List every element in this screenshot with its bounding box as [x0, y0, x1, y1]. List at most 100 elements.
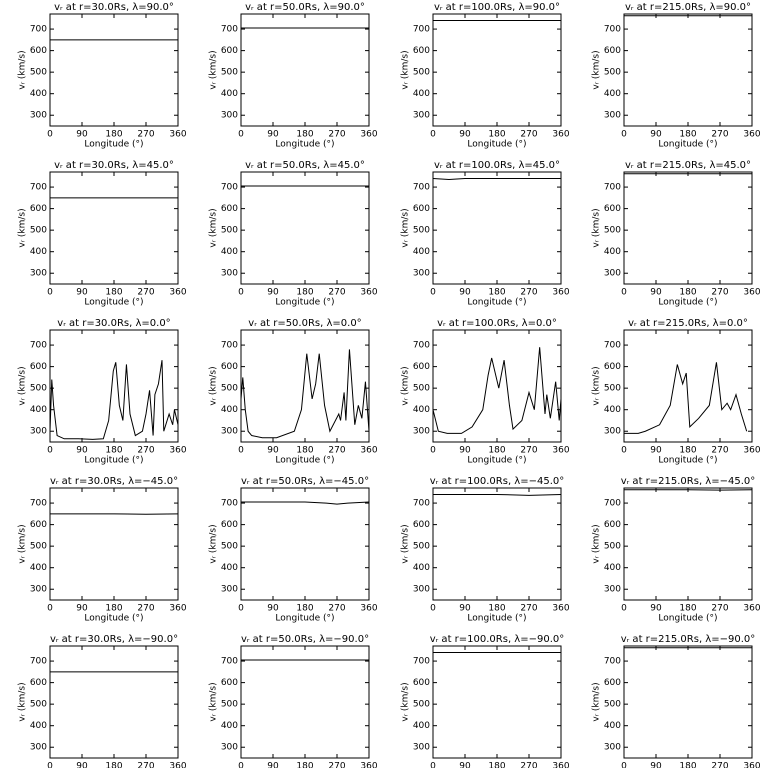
- y-axis-label: vᵣ (km/s): [401, 208, 411, 247]
- y-tick-label: 700: [30, 499, 47, 509]
- x-tick-label: 180: [679, 762, 696, 768]
- panel: vᵣ at r=215.0Rs, λ=90.0° 0 90 180 270 360 300 4…: [592, 2, 761, 150]
- y-axis-label: vᵣ (km/s): [18, 208, 28, 247]
- x-axis-label: Longitude (°): [658, 456, 717, 466]
- plot-area: [241, 501, 369, 505]
- panel: vᵣ at r=215.0Rs, λ=45.0° 0 90 180 270 360 300 4…: [592, 160, 761, 308]
- y-tick-label: 500: [221, 700, 238, 710]
- y-tick-label: 700: [30, 183, 47, 193]
- x-tick-label: 360: [360, 446, 377, 456]
- x-tick-label: 270: [520, 446, 537, 456]
- x-tick-label: 180: [296, 130, 313, 140]
- panel-title: vᵣ at r=50.0Rs, λ=90.0°: [245, 2, 365, 13]
- x-tick-label: 0: [621, 604, 627, 614]
- y-tick-label: 500: [413, 384, 430, 394]
- y-axis-label: vᵣ (km/s): [209, 366, 219, 405]
- panel-title: vᵣ at r=50.0Rs, λ=−90.0°: [241, 634, 369, 645]
- y-tick-label: 300: [221, 269, 238, 279]
- y-tick-label: 300: [413, 427, 430, 437]
- panel-title: vᵣ at r=30.0Rs, λ=−90.0°: [50, 634, 178, 645]
- panel: vᵣ at r=50.0Rs, λ=0.0° 0 90 180 270 360 300 400…: [209, 318, 378, 466]
- y-tick-label: 700: [413, 499, 430, 509]
- y-tick-label: 400: [221, 721, 238, 731]
- y-tick-label: 600: [221, 362, 238, 372]
- panel-title: vᵣ at r=30.0Rs, λ=−45.0°: [50, 476, 178, 487]
- y-tick-label: 400: [221, 247, 238, 257]
- y-tick-label: 300: [413, 743, 430, 753]
- x-tick-label: 180: [296, 446, 313, 456]
- x-tick-label: 90: [459, 130, 471, 140]
- panel-title: vᵣ at r=50.0Rs, λ=45.0°: [245, 160, 365, 171]
- data-line: [433, 347, 561, 434]
- y-tick-label: 700: [30, 341, 47, 351]
- x-axis-label: Longitude (°): [658, 298, 717, 308]
- y-axis-label: vᵣ (km/s): [401, 524, 411, 563]
- x-tick-label: 360: [552, 762, 569, 768]
- y-tick-label: 300: [604, 743, 621, 753]
- x-axis-label: Longitude (°): [84, 140, 143, 150]
- data-line: [433, 493, 561, 496]
- y-tick-label: 500: [30, 68, 47, 78]
- panel-title: vᵣ at r=215.0Rs, λ=45.0°: [625, 160, 751, 171]
- x-tick-label: 90: [650, 604, 662, 614]
- panel-title: vᵣ at r=30.0Rs, λ=90.0°: [54, 2, 174, 13]
- x-tick-label: 360: [552, 446, 569, 456]
- x-tick-label: 90: [459, 288, 471, 298]
- x-tick-label: 90: [459, 762, 471, 768]
- x-tick-label: 270: [520, 130, 537, 140]
- x-tick-label: 270: [328, 130, 345, 140]
- y-tick-label: 600: [221, 46, 238, 56]
- y-tick-label: 400: [413, 563, 430, 573]
- x-tick-label: 180: [105, 446, 122, 456]
- x-tick-label: 270: [520, 288, 537, 298]
- y-axis-label: vᵣ (km/s): [592, 50, 602, 89]
- y-tick-label: 500: [30, 542, 47, 552]
- panel-title: vᵣ at r=215.0Rs, λ=−45.0°: [621, 476, 756, 487]
- x-axis-label: Longitude (°): [275, 614, 334, 624]
- x-tick-label: 90: [650, 288, 662, 298]
- x-tick-label: 180: [105, 762, 122, 768]
- x-tick-label: 180: [488, 604, 505, 614]
- y-tick-label: 500: [604, 542, 621, 552]
- x-tick-label: 180: [105, 130, 122, 140]
- y-tick-label: 600: [604, 520, 621, 530]
- y-tick-label: 600: [30, 204, 47, 214]
- panel-title: vᵣ at r=100.0Rs, λ=−45.0°: [430, 476, 565, 487]
- y-tick-label: 300: [604, 111, 621, 121]
- y-tick-label: 700: [221, 499, 238, 509]
- x-tick-label: 270: [711, 288, 728, 298]
- panel: vᵣ at r=50.0Rs, λ=−45.0° 0 90 180 270 360 300 4…: [209, 476, 378, 624]
- panel: vᵣ at r=100.0Rs, λ=90.0° 0 90 180 270 360 300 4…: [401, 2, 570, 150]
- x-tick-label: 270: [137, 604, 154, 614]
- x-tick-label: 0: [238, 446, 244, 456]
- x-tick-label: 0: [238, 762, 244, 768]
- x-tick-label: 90: [459, 446, 471, 456]
- x-tick-label: 360: [552, 604, 569, 614]
- panel-title: vᵣ at r=100.0Rs, λ=−90.0°: [430, 634, 565, 645]
- x-tick-label: 360: [169, 130, 186, 140]
- x-tick-label: 90: [267, 288, 279, 298]
- y-tick-label: 300: [604, 585, 621, 595]
- panel-title: vᵣ at r=215.0Rs, λ=−90.0°: [621, 634, 756, 645]
- y-tick-label: 600: [413, 362, 430, 372]
- x-tick-label: 0: [621, 446, 627, 456]
- x-axis-label: Longitude (°): [275, 456, 334, 466]
- y-tick-label: 500: [413, 226, 430, 236]
- y-tick-label: 400: [604, 563, 621, 573]
- panel: vᵣ at r=215.0Rs, λ=0.0° 0 90 180 270 360 300 40…: [592, 318, 761, 466]
- y-axis-label: vᵣ (km/s): [592, 208, 602, 247]
- x-tick-label: 0: [621, 130, 627, 140]
- y-tick-label: 600: [30, 46, 47, 56]
- y-tick-label: 600: [604, 678, 621, 688]
- plot-area: [50, 360, 178, 440]
- x-axis-label: Longitude (°): [84, 614, 143, 624]
- y-tick-label: 300: [30, 111, 47, 121]
- x-axis-label: Longitude (°): [658, 614, 717, 624]
- y-tick-label: 700: [30, 657, 47, 667]
- x-axis-label: Longitude (°): [275, 298, 334, 308]
- x-tick-label: 90: [650, 446, 662, 456]
- panel-title: vᵣ at r=100.0Rs, λ=0.0°: [437, 318, 557, 329]
- x-tick-label: 270: [137, 288, 154, 298]
- y-tick-label: 300: [413, 111, 430, 121]
- x-tick-label: 0: [238, 604, 244, 614]
